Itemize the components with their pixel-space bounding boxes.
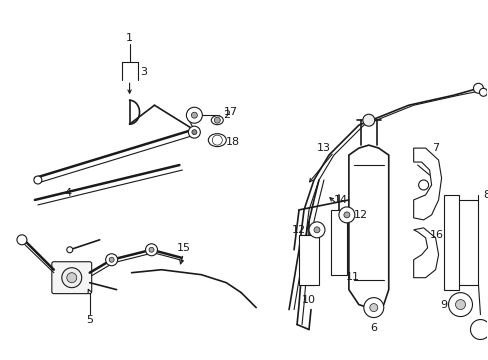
Text: 18: 18: [226, 137, 240, 147]
Text: 9: 9: [439, 300, 446, 310]
Text: 16: 16: [429, 230, 443, 240]
Circle shape: [186, 107, 202, 123]
Circle shape: [17, 235, 27, 245]
Circle shape: [188, 126, 200, 138]
Text: 12: 12: [291, 225, 305, 235]
Circle shape: [67, 247, 73, 253]
Polygon shape: [348, 145, 388, 310]
Circle shape: [214, 117, 220, 123]
Circle shape: [191, 130, 197, 135]
Text: 4: 4: [64, 188, 71, 198]
Circle shape: [308, 222, 325, 238]
Circle shape: [478, 88, 487, 96]
Circle shape: [149, 247, 154, 252]
Text: 10: 10: [302, 294, 315, 305]
Circle shape: [61, 268, 81, 288]
Circle shape: [212, 135, 222, 145]
Circle shape: [418, 180, 428, 190]
Circle shape: [469, 320, 488, 339]
Text: 2: 2: [222, 110, 229, 120]
Circle shape: [67, 273, 77, 283]
Bar: [443, 195, 458, 290]
Circle shape: [105, 254, 118, 266]
Circle shape: [447, 293, 471, 316]
Text: 6: 6: [369, 323, 377, 333]
Text: 5: 5: [86, 315, 93, 325]
Circle shape: [145, 244, 157, 256]
Circle shape: [455, 300, 465, 310]
Circle shape: [34, 176, 42, 184]
Text: 8: 8: [482, 190, 488, 200]
Circle shape: [109, 257, 114, 262]
Circle shape: [191, 112, 197, 118]
Circle shape: [363, 298, 383, 318]
Text: 13: 13: [316, 143, 330, 153]
Text: 17: 17: [224, 107, 238, 117]
Circle shape: [369, 303, 377, 311]
Text: 11: 11: [345, 272, 359, 282]
Circle shape: [313, 227, 319, 233]
Circle shape: [343, 212, 349, 218]
Text: 14: 14: [333, 195, 347, 205]
Bar: [299, 235, 318, 285]
Text: 15: 15: [176, 243, 190, 253]
Circle shape: [472, 83, 483, 93]
Ellipse shape: [211, 116, 223, 125]
Polygon shape: [413, 148, 441, 220]
Circle shape: [338, 207, 354, 223]
FancyBboxPatch shape: [52, 262, 92, 294]
Text: 12: 12: [353, 210, 367, 220]
Circle shape: [362, 114, 374, 126]
Bar: [330, 210, 346, 275]
Ellipse shape: [208, 134, 226, 147]
Text: 3: 3: [140, 67, 147, 77]
Text: 7: 7: [431, 143, 438, 153]
Polygon shape: [413, 228, 438, 278]
Text: 1: 1: [126, 33, 133, 44]
